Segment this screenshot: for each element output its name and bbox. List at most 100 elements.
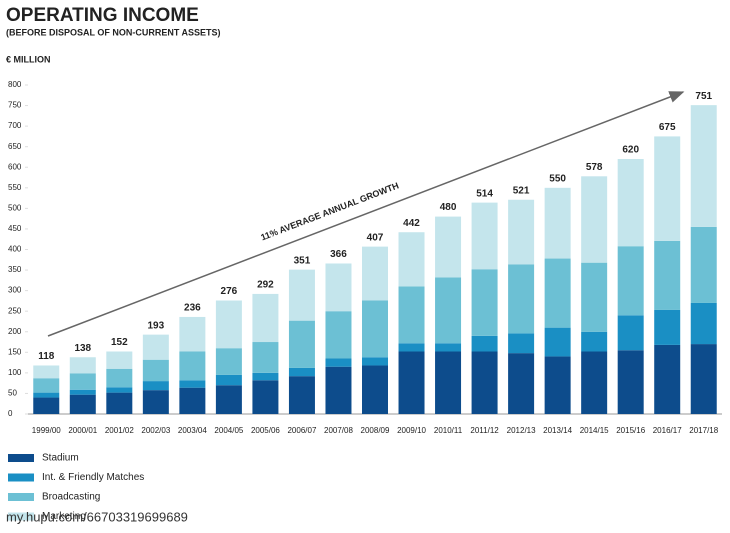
y-tick-label: 450	[8, 224, 22, 233]
y-tick-label: 800	[8, 80, 22, 89]
total-label: 152	[111, 337, 128, 348]
bar-segment	[106, 351, 133, 369]
y-tick-label: 750	[8, 101, 22, 110]
bar-segment	[215, 385, 242, 414]
bar-segment	[252, 372, 279, 381]
legend-swatch	[8, 473, 34, 482]
bar-segment	[69, 373, 96, 390]
bar-segment	[33, 397, 60, 414]
bar-segment	[288, 320, 315, 368]
total-label: 138	[74, 343, 91, 354]
y-tick-label: 600	[8, 162, 22, 171]
bar-segment	[508, 333, 535, 354]
bar-segment	[690, 344, 717, 414]
bar-segment	[179, 380, 206, 388]
y-tick-label: 250	[8, 306, 22, 315]
bar-segment	[471, 202, 498, 270]
total-label: 442	[403, 218, 420, 229]
bar-segment	[508, 264, 535, 334]
legend-label: Broadcasting	[42, 492, 100, 503]
x-tick-label: 2004/05	[214, 426, 243, 435]
bar-segment	[33, 365, 60, 379]
x-tick-label: 2003/04	[178, 426, 207, 435]
bar-segment	[288, 269, 315, 321]
bar-segment	[142, 359, 169, 382]
bar-segment	[179, 316, 206, 352]
bar-segment	[654, 240, 681, 310]
bar-segment	[69, 394, 96, 414]
total-label: 118	[38, 351, 55, 362]
x-tick-label: 2002/03	[141, 426, 170, 435]
legend-label: Stadium	[42, 453, 79, 464]
bar-segment	[106, 387, 133, 393]
legend-swatch	[8, 454, 34, 462]
bar-segment	[654, 344, 681, 414]
bar-segment	[471, 351, 498, 414]
y-tick-label: 400	[8, 245, 22, 254]
bar-segment	[142, 381, 169, 391]
y-tick-label: 700	[8, 121, 22, 130]
bar-segment	[544, 356, 571, 414]
x-tick-label: 2017/18	[689, 426, 718, 435]
total-label: 578	[586, 162, 603, 173]
total-label: 514	[476, 188, 493, 199]
bar-segment	[33, 392, 60, 398]
bar-segment	[215, 300, 242, 349]
bar-segment	[215, 348, 242, 375]
bar-segment	[69, 357, 96, 374]
bar-segment	[362, 300, 388, 358]
bar-segment	[544, 327, 571, 357]
bar-segment	[690, 226, 717, 303]
bar-segment	[325, 366, 352, 414]
bar-segment	[106, 368, 133, 388]
bar-segment	[508, 199, 535, 265]
total-label: 292	[257, 280, 274, 291]
bar-segment	[617, 246, 644, 316]
bar-segment	[179, 351, 206, 381]
bar-segment	[252, 380, 279, 414]
bar-segment	[325, 358, 352, 367]
bar-segment	[252, 293, 279, 343]
watermark: my.hupu.com/66703319699689	[6, 509, 188, 524]
x-tick-label: 2007/08	[324, 426, 353, 435]
total-label: 620	[622, 145, 639, 156]
bar-segment	[617, 159, 644, 247]
x-tick-label: 2000/01	[68, 426, 97, 435]
bar-segment	[617, 315, 644, 351]
bar-segment	[544, 187, 571, 259]
bar-segment	[142, 390, 169, 414]
y-tick-label: 200	[8, 327, 22, 336]
total-label: 351	[294, 255, 311, 266]
y-tick-label: 0	[8, 409, 13, 418]
bar-segment	[398, 343, 425, 352]
bar-segment	[362, 246, 388, 301]
y-tick-label: 550	[8, 183, 22, 192]
total-label: 193	[147, 320, 164, 331]
bar-segment	[581, 262, 608, 332]
x-tick-label: 2005/06	[251, 426, 280, 435]
bar-segment	[288, 367, 315, 377]
legend-label: Int. & Friendly Matches	[42, 472, 144, 483]
x-tick-label: 1999/00	[32, 426, 61, 435]
x-tick-label: 2013/14	[543, 426, 572, 435]
bar-segment	[398, 351, 425, 414]
bar-segment	[142, 334, 169, 360]
legend-swatch	[8, 512, 34, 521]
x-tick-label: 2008/09	[361, 426, 390, 435]
x-tick-label: 2001/02	[105, 426, 134, 435]
x-tick-label: 2011/12	[470, 426, 499, 435]
legend-label: Marketing	[42, 511, 86, 522]
x-tick-label: 2015/16	[616, 426, 645, 435]
bar-segment	[252, 342, 279, 373]
bar-segment	[398, 286, 425, 344]
bar-segment	[581, 331, 608, 352]
chart-subtitle: (BEFORE DISPOSAL OF NON-CURRENT ASSETS)	[6, 27, 221, 37]
growth-arrow	[47, 91, 685, 337]
total-label: 366	[330, 249, 347, 260]
y-axis-label: € MILLION	[6, 54, 51, 64]
y-tick-label: 100	[8, 368, 22, 377]
total-label: 675	[659, 122, 676, 133]
bar-segment	[471, 335, 498, 352]
x-tick-label: 2006/07	[287, 426, 316, 435]
